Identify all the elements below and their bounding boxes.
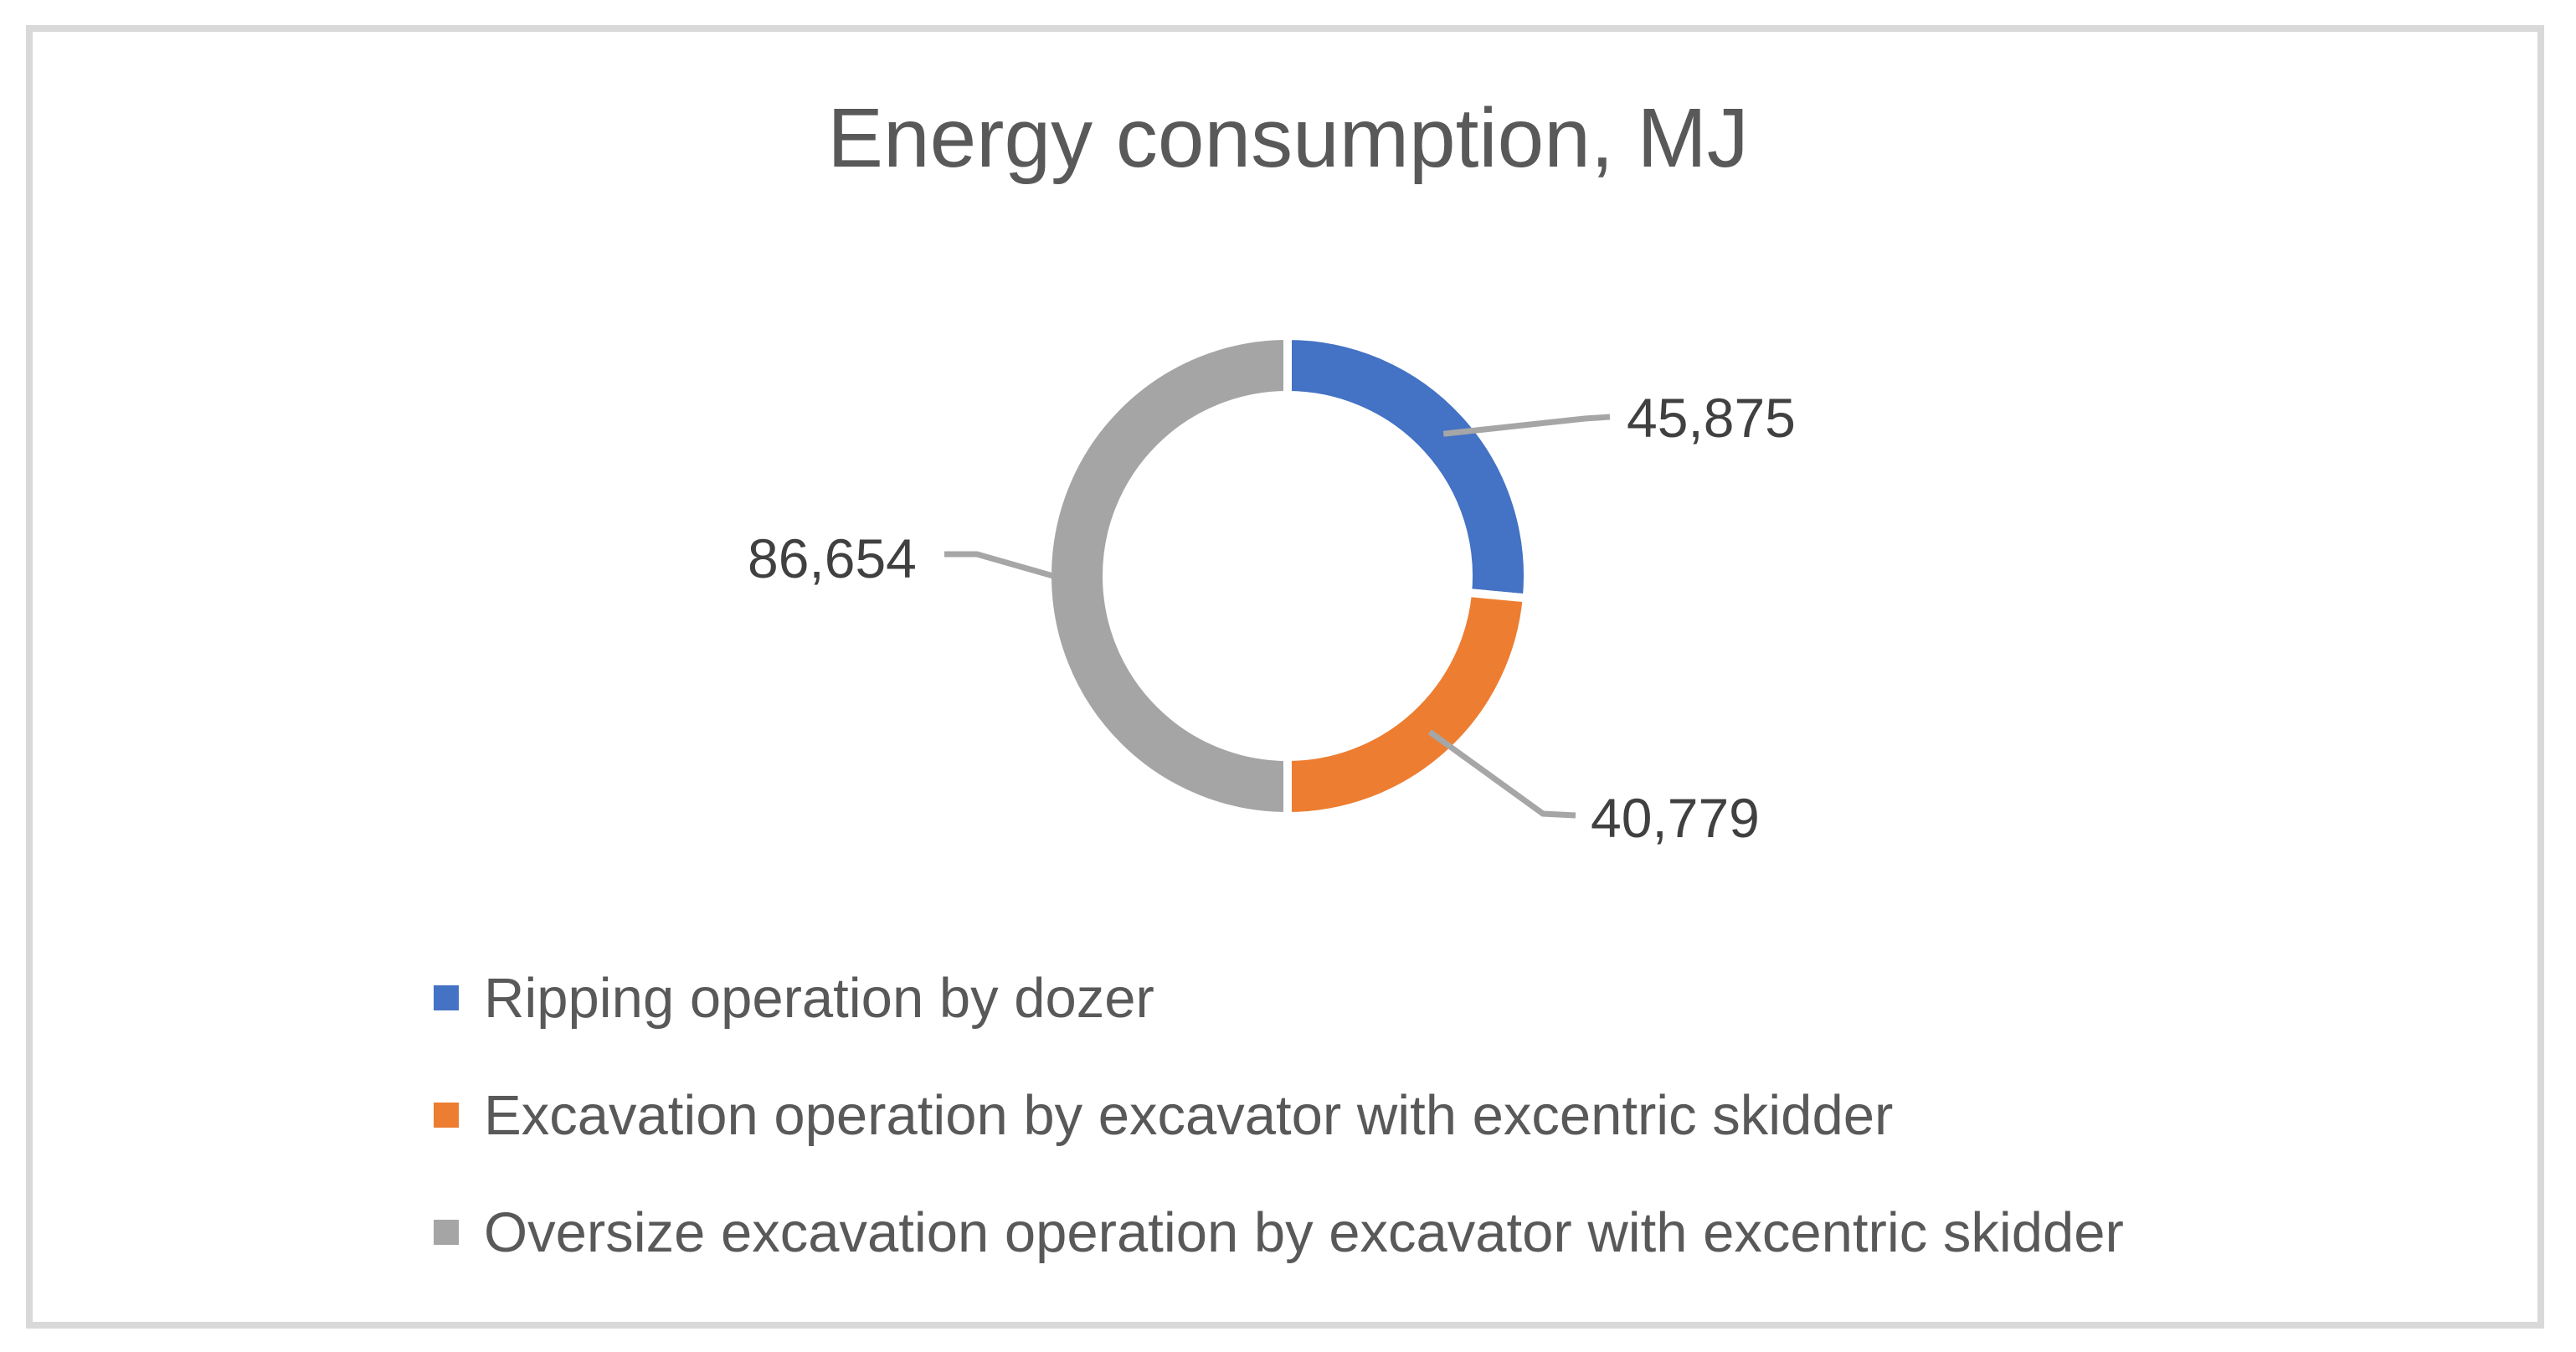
legend-item-excavation: Excavation operation by excavator with e… (434, 1082, 2124, 1149)
legend-label-oversize: Oversize excavation operation by excavat… (484, 1200, 2124, 1264)
legend-swatch-orange-icon (434, 1103, 459, 1128)
donut-segment-1 (1283, 588, 1532, 821)
data-label-ripping: 45,875 (1627, 387, 1796, 449)
legend: Ripping operation by dozer Excavation op… (434, 964, 2124, 1266)
leader-line-2 (944, 551, 1054, 579)
donut-segment-0 (1283, 331, 1532, 603)
chart-border-frame (26, 25, 2544, 1329)
leader-line-1 (1427, 729, 1576, 819)
legend-swatch-gray-icon (434, 1220, 459, 1245)
legend-label-excavation: Excavation operation by excavator with e… (484, 1083, 1894, 1147)
leader-line-0 (1442, 414, 1611, 437)
data-label-oversize: 86,654 (748, 527, 917, 589)
legend-swatch-blue-icon (434, 985, 459, 1010)
legend-item-ripping: Ripping operation by dozer (434, 964, 2124, 1031)
legend-label-ripping: Ripping operation by dozer (484, 966, 1154, 1030)
data-label-excavation: 40,779 (1591, 787, 1760, 849)
chart-title: Energy consumption, MJ (827, 91, 1749, 185)
donut-segment-2 (1043, 331, 1292, 821)
legend-item-oversize: Oversize excavation operation by excavat… (434, 1199, 2124, 1266)
